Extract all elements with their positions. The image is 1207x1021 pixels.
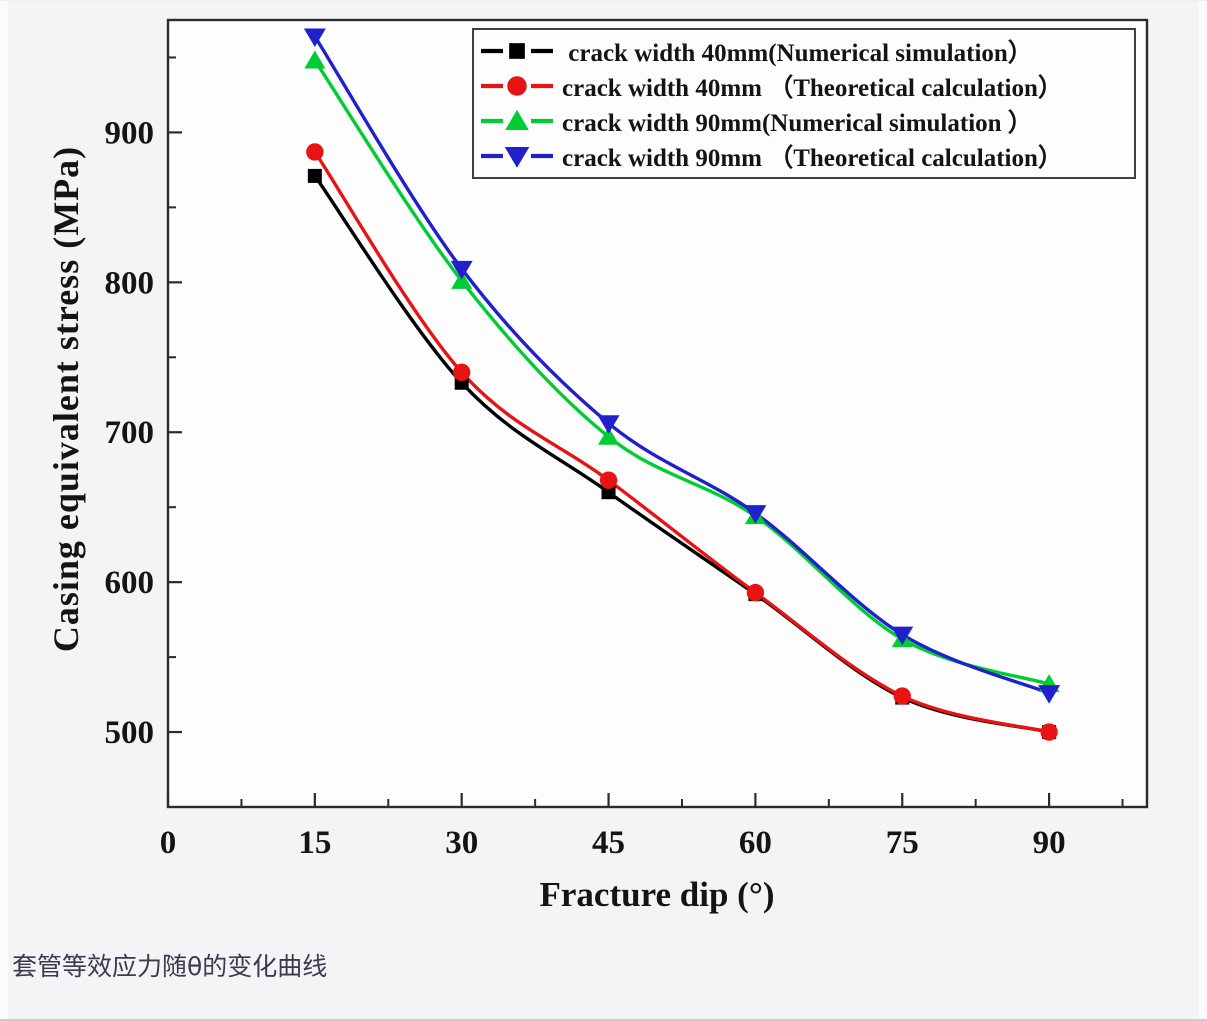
square-marker bbox=[307, 168, 322, 183]
circle-marker bbox=[507, 76, 527, 96]
legend-item-40mm-theoretical: crack width 40mm （Theoretical calculatio… bbox=[480, 69, 1128, 103]
legend-label: crack width 90mm(Numerical simulation ） bbox=[562, 109, 1033, 137]
triangle-down-marker bbox=[891, 626, 914, 646]
circle-marker bbox=[306, 143, 324, 161]
y-tick-label: 800 bbox=[105, 265, 155, 301]
legend-item-90mm-numerical: crack width 90mm(Numerical simulation ） bbox=[480, 104, 1128, 138]
left-edge-strip bbox=[0, 1, 8, 1019]
y-tick-label: 600 bbox=[105, 565, 155, 601]
x-tick-label: 75 bbox=[886, 825, 919, 861]
circle-marker-icon bbox=[481, 76, 553, 96]
triangle-up-marker bbox=[505, 109, 529, 130]
triangle-up-marker-icon bbox=[481, 109, 553, 130]
figure-caption: 套管等效应力随θ的变化曲线 bbox=[12, 952, 328, 981]
legend-label: crack width 40mm(Numerical simulation） bbox=[562, 40, 1033, 68]
triangle-down-marker bbox=[504, 146, 530, 168]
square-marker bbox=[509, 43, 525, 60]
legend-label: crack width 90mm （Theoretical calculatio… bbox=[562, 144, 1063, 172]
circle-marker bbox=[746, 583, 765, 602]
legend-item-40mm-numerical: crack width 40mm(Numerical simulation） bbox=[480, 34, 1128, 68]
x-tick-label: 90 bbox=[1033, 825, 1066, 861]
square-marker bbox=[601, 485, 616, 500]
square-marker-icon bbox=[481, 43, 553, 60]
circle-marker bbox=[893, 687, 911, 705]
y-tick-label: 700 bbox=[105, 415, 155, 451]
triangle-down-marker-icon bbox=[481, 146, 553, 168]
x-tick-label: 45 bbox=[592, 825, 625, 861]
circle-marker bbox=[599, 471, 618, 489]
x-tick-label: 60 bbox=[739, 825, 772, 861]
legend-item-90mm-theoretical: crack width 90mm （Theoretical calculatio… bbox=[480, 139, 1128, 173]
triangle-down-marker bbox=[450, 260, 473, 280]
x-tick-label: 0 bbox=[160, 825, 177, 861]
triangle-down-marker bbox=[1038, 685, 1061, 704]
y-axis-title: Casing equivalent stress (MPa) bbox=[46, 145, 86, 653]
x-axis-title: Fracture dip (°) bbox=[539, 875, 775, 914]
x-tick-label: 15 bbox=[298, 825, 331, 861]
circle-marker bbox=[1040, 723, 1058, 741]
triangle-down-marker bbox=[303, 28, 326, 47]
triangle-down-marker bbox=[744, 505, 767, 524]
y-tick-label: 900 bbox=[105, 115, 155, 151]
legend-label: crack width 40mm （Theoretical calculatio… bbox=[562, 75, 1063, 103]
x-tick-label: 30 bbox=[445, 825, 478, 861]
triangle-down-marker bbox=[597, 415, 620, 434]
triangle-up-marker bbox=[304, 50, 326, 69]
triangle-up-marker bbox=[598, 426, 620, 445]
right-edge-strip bbox=[1199, 1, 1207, 1019]
legend: crack width 40mm(Numerical simulation） c… bbox=[472, 28, 1136, 179]
triangle-up-marker bbox=[451, 270, 473, 289]
y-tick-label: 500 bbox=[105, 715, 155, 751]
circle-marker bbox=[453, 363, 471, 381]
